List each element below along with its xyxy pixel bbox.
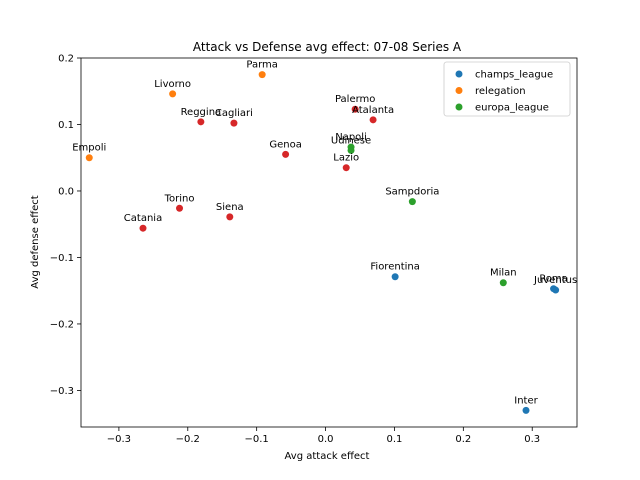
x-tick-label: −0.3: [107, 434, 131, 445]
point-label-catania: Catania: [124, 213, 162, 224]
point-catania: [139, 224, 147, 232]
point-udinese: [347, 146, 355, 154]
point-label-atalanta: Atalanta: [352, 105, 394, 116]
legend-marker-europa_league: [455, 103, 463, 111]
point-label-juventus: Juventus: [533, 275, 577, 286]
y-tick-label: −0.2: [50, 319, 74, 330]
y-tick-label: 0.2: [58, 54, 74, 65]
x-tick-label: −0.1: [245, 434, 269, 445]
legend-marker-relegation: [455, 87, 463, 94]
point-label-livorno: Livorno: [154, 79, 191, 90]
x-tick-label: 0.0: [318, 434, 334, 445]
plot-frame: [80, 57, 578, 428]
x-tick-label: 0.3: [524, 434, 540, 445]
point-label-reggina: Reggina: [181, 107, 222, 118]
legend-marker-champs_league: [455, 70, 463, 78]
y-tick-label: 0.1: [58, 120, 74, 131]
point-label-udinese: Udinese: [331, 135, 371, 146]
point-lazio: [342, 164, 350, 172]
point-juventus: [552, 286, 560, 294]
legend-label-relegation: relegation: [475, 86, 526, 97]
point-parma: [258, 71, 266, 79]
point-reggina: [197, 118, 205, 126]
point-label-torino: Torino: [164, 193, 195, 204]
legend-label-champs_league: champs_league: [475, 70, 553, 81]
point-label-milan: Milan: [490, 268, 517, 279]
plot-area-border: [80, 57, 578, 428]
axis-ticks: −0.3 −0.2 −0.1 0.0 0.1 0.2 0.3 −0.3 −0.2 −0.1 0.0 0…: [50, 54, 540, 446]
point-inter: [522, 406, 530, 414]
y-tick-label: −0.1: [50, 253, 74, 264]
point-livorno: [169, 90, 177, 98]
x-tick-label: 0.2: [455, 434, 471, 445]
x-axis-label: Avg attack effect: [285, 451, 370, 462]
point-label-empoli: Empoli: [72, 143, 106, 154]
legend-box: [443, 61, 571, 117]
legend: champs_league relegation europa_league: [443, 61, 571, 117]
y-axis-label: Avg defense effect: [30, 195, 41, 288]
point-empoli: [85, 154, 93, 162]
y-tick-label: 0.0: [58, 186, 74, 197]
point-label-napoli: Napoli: [335, 132, 367, 143]
point-label-sampdoria: Sampdoria: [385, 187, 439, 198]
x-tick-label: −0.2: [176, 434, 200, 445]
point-cagliari: [230, 119, 238, 127]
legend-label-europa_league: europa_league: [475, 103, 549, 114]
point-label-palermo: Palermo: [335, 94, 375, 105]
point-palermo: [351, 105, 359, 113]
point-fiorentina: [391, 273, 399, 281]
point-atalanta: [369, 116, 377, 124]
point-siena: [226, 213, 234, 221]
point-genoa: [282, 150, 290, 158]
y-tick-label: −0.3: [50, 386, 74, 397]
point-sampdoria: [408, 198, 416, 206]
point-label-genoa: Genoa: [269, 139, 302, 150]
data-points: [85, 71, 560, 414]
point-label-inter: Inter: [514, 395, 538, 406]
chart-title: Attack vs Defense avg effect: 07-08 Seri…: [193, 40, 462, 54]
point-label-lazio: Lazio: [333, 153, 359, 164]
point-label-siena: Siena: [216, 202, 244, 213]
x-tick-label: 0.1: [386, 434, 402, 445]
point-label-cagliari: Cagliari: [215, 108, 253, 119]
point-milan: [499, 279, 507, 287]
point-label-roma: Roma: [539, 274, 568, 285]
point-label-parma: Parma: [246, 60, 278, 71]
point-label-fiorentina: Fiorentina: [370, 262, 419, 273]
point-torino: [176, 204, 184, 212]
